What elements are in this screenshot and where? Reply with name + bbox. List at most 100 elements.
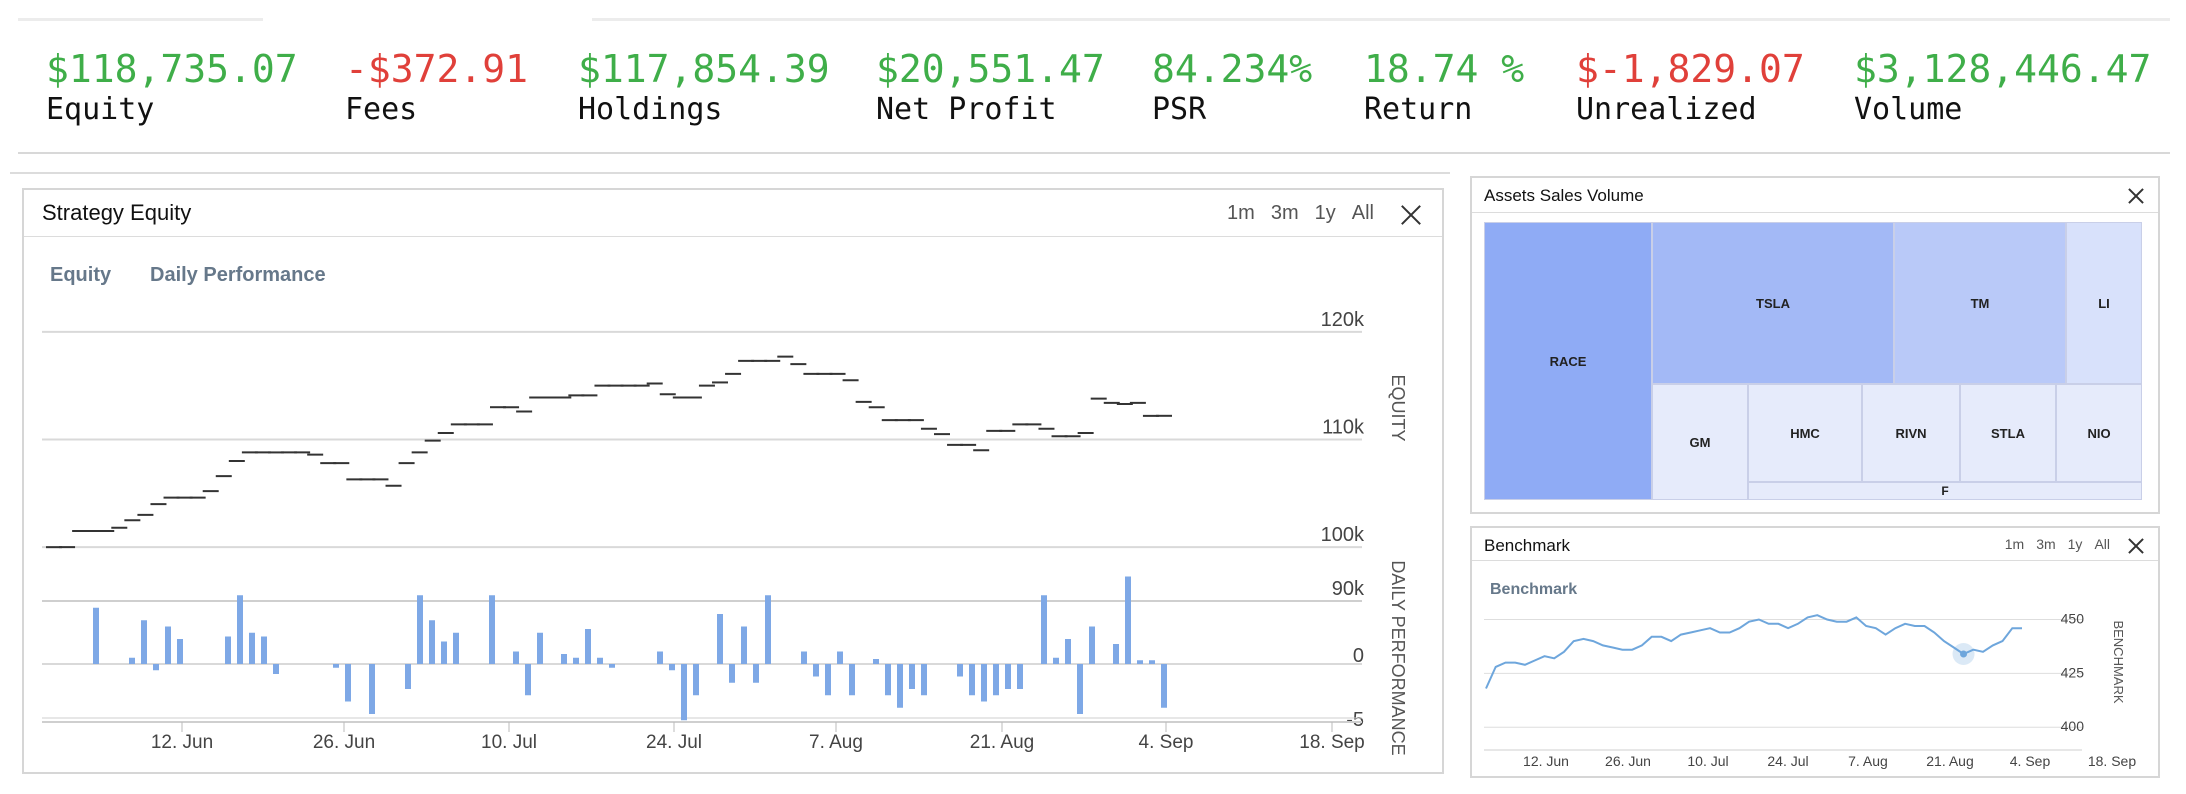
performance-bar [1161,664,1167,708]
stat-label: Return [1364,92,1473,127]
performance-bar [669,664,675,671]
stats-bar: $118,735.07 Equity -$372.91 Fees $117,85… [18,22,2170,154]
stat-unrealized: $-1,829.07 Unrealized [1576,46,1805,128]
performance-bar [741,626,747,664]
x-tick-label: 21. Aug [1926,753,1974,769]
performance-bar [177,639,183,664]
treemap-cell-stla[interactable]: STLA [1960,384,2056,482]
treemap: RACE TSLA TM LI GM HMC RIVN STLA NIO F [1484,222,2142,500]
benchmark-panel: Benchmark 1m 3m 1y All Benchmark 450 425 4… [1470,526,2160,778]
legend-daily-performance[interactable]: Daily Performance [150,264,326,286]
stat-value: $117,854.39 [578,47,830,91]
x-tick-label: 26. Jun [313,732,375,753]
performance-bar [825,664,831,696]
performance-bar [921,664,927,696]
performance-bar [417,595,423,664]
treemap-cell-gm[interactable]: GM [1652,384,1748,500]
y-tick-label: 110k [1322,417,1365,439]
range-selector: 1m 3m 1y All [1227,202,1374,225]
assets-sales-volume-panel: Assets Sales Volume RACE TSLA TM LI GM H… [1470,176,2160,514]
treemap-cell-li[interactable]: LI [2066,222,2142,384]
performance-bar [1065,639,1071,664]
treemap-cell-hmc[interactable]: HMC [1748,384,1862,482]
range-3m-button[interactable]: 3m [1270,202,1299,224]
performance-bar [1089,626,1095,664]
y-tick-label: 400 [2061,718,2085,734]
treemap-cell-rivn[interactable]: RIVN [1862,384,1960,482]
performance-bar [1041,595,1047,664]
performance-bar [333,664,339,668]
performance-bar [957,664,963,677]
close-icon[interactable] [2128,538,2144,554]
stat-value: -$372.91 [345,47,529,91]
section-divider [10,172,1450,174]
stat-label: Net Profit [876,92,1057,127]
performance-bar [489,595,495,664]
panel-header-divider [1472,560,2158,561]
performance-bar [753,664,759,683]
x-tick-label: 10. Jul [1687,753,1728,769]
performance-bar [597,657,603,664]
benchmark-line [1485,614,2022,689]
performance-bar [837,651,843,664]
stat-value: 84.234% [1152,47,1313,91]
range-1m-button[interactable]: 1m [1227,202,1255,224]
performance-bar [525,664,531,696]
top-divider-right [592,18,2170,21]
x-tick-label: 24. Jul [646,732,702,753]
performance-bar [1113,644,1119,664]
y-tick-label: 0 [1353,645,1364,667]
y-axis-label: BENCHMARK [2111,620,2126,703]
performance-bar [993,664,999,696]
close-icon[interactable] [1400,204,1422,226]
range-1m-button[interactable]: 1m [2004,536,2025,552]
x-tick-label: 4. Sep [2010,753,2051,769]
performance-bar [453,632,459,664]
treemap-cell-tm[interactable]: TM [1894,222,2066,384]
treemap-cell-tsla[interactable]: TSLA [1652,222,1894,384]
x-tick-label: 26. Jun [1605,753,1651,769]
performance-bar [93,607,99,664]
x-tick-label: 21. Aug [970,732,1034,753]
performance-bar [813,664,819,677]
performance-bar [237,595,243,664]
performance-bar [537,632,543,664]
performance-bar [573,657,579,664]
range-1y-button[interactable]: 1y [2067,536,2083,552]
stat-label: Unrealized [1576,92,1757,127]
treemap-cell-nio[interactable]: NIO [2056,384,2142,482]
stat-value: $20,551.47 [876,47,1105,91]
performance-bar [969,664,975,696]
performance-bar [1017,664,1023,689]
range-all-button[interactable]: All [2094,536,2110,552]
performance-bar [141,620,147,664]
performance-bar [897,664,903,708]
range-selector: 1m 3m 1y All [2005,536,2110,552]
treemap-cell-race[interactable]: RACE [1484,222,1652,500]
close-icon[interactable] [2128,188,2144,204]
panel-header-divider [1472,212,2158,213]
range-1y-button[interactable]: 1y [1314,202,1336,224]
x-tick-label: 18. Sep [1299,732,1365,753]
performance-bar [153,664,159,671]
performance-bar [609,664,615,668]
range-3m-button[interactable]: 3m [2036,536,2056,552]
stat-holdings: $117,854.39 Holdings [578,46,830,128]
stat-equity: $118,735.07 Equity [46,46,298,128]
performance-bar [1077,664,1083,714]
stat-label: PSR [1152,92,1207,127]
legend-benchmark[interactable]: Benchmark [1490,581,1577,598]
performance-bar [369,664,375,714]
range-all-button[interactable]: All [1351,202,1374,224]
treemap-cell-f[interactable]: F [1748,482,2142,500]
legend-equity[interactable]: Equity [50,264,112,286]
stat-value: $-1,829.07 [1576,47,1805,91]
x-tick-label: 7. Aug [809,732,863,753]
x-tick-label: 10. Jul [481,732,537,753]
stat-label: Equity [46,92,155,127]
performance-bar [873,659,879,664]
stat-value: $3,128,446.47 [1854,47,2152,91]
performance-bar [849,664,855,696]
performance-bar [981,664,987,702]
y-axis-label: DAILY PERFORMANCE [1388,560,1408,755]
